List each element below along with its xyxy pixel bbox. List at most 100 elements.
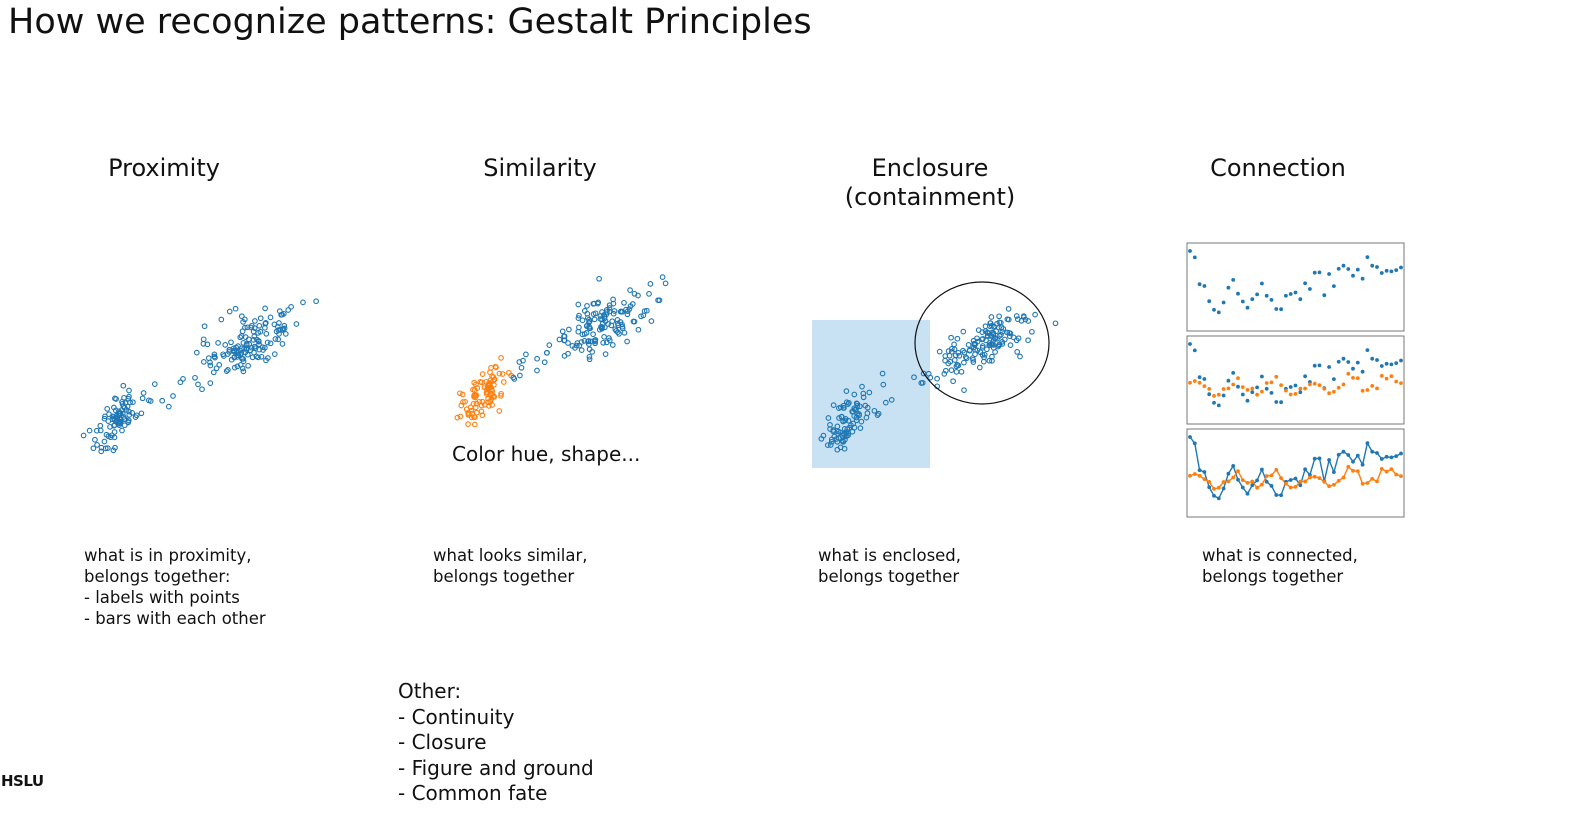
scatter-point — [479, 371, 486, 377]
scatter-point — [947, 358, 954, 365]
series-point — [1240, 392, 1245, 397]
scatter-point — [97, 422, 104, 429]
scatter-point — [951, 357, 958, 363]
series-point — [1260, 374, 1264, 379]
series-point — [1192, 441, 1197, 446]
scatter-point — [586, 356, 593, 363]
series-point — [1221, 480, 1226, 484]
other-item-continuity: - Continuity — [398, 704, 515, 729]
series-point — [1303, 479, 1307, 484]
series-point — [1332, 470, 1336, 474]
scatter-point — [237, 362, 244, 368]
scatter-point — [240, 358, 247, 365]
scatter-point — [911, 374, 917, 381]
scatter-point — [259, 344, 266, 351]
caption-connection-line2: belongs together — [1202, 567, 1344, 586]
scatter-point — [617, 319, 624, 325]
scatter-point — [271, 351, 278, 357]
series-point — [1370, 477, 1375, 481]
scatter-point — [837, 404, 844, 411]
scatter-point — [520, 357, 526, 364]
scatter-point — [238, 313, 245, 320]
scatter-point — [106, 411, 112, 418]
hslu-logo: HSLU — [1, 772, 44, 790]
series-point — [1269, 391, 1274, 395]
scatter-point — [256, 341, 262, 347]
scatter-point — [659, 274, 666, 280]
scatter-point — [601, 324, 608, 331]
series-point — [1298, 483, 1303, 488]
series-point — [1317, 476, 1322, 480]
series-point — [1212, 493, 1216, 498]
series-point — [1236, 291, 1240, 296]
scatter-point — [986, 342, 993, 349]
scatter-point — [856, 403, 863, 410]
scatter-point — [478, 402, 485, 409]
series-point — [1231, 382, 1236, 387]
scatter-point — [471, 393, 477, 400]
scatter-point — [599, 324, 605, 331]
series-point — [1250, 479, 1255, 484]
heading-enclosure-line1: Enclosure — [871, 154, 989, 182]
series-point — [1370, 384, 1375, 388]
scatter-point — [491, 376, 498, 383]
proximity-scatter — [80, 298, 319, 455]
series-point — [1351, 376, 1355, 380]
series-point — [1327, 272, 1331, 276]
scatter-point — [860, 394, 867, 401]
scatter-point — [471, 421, 478, 428]
scatter-point — [948, 367, 955, 373]
scatter-point — [825, 415, 832, 421]
scatter-point — [534, 355, 540, 362]
series-point — [1298, 479, 1303, 484]
series-point — [1212, 487, 1216, 491]
other-principles: Other: - Continuity - Closure - Figure a… — [398, 679, 594, 807]
series-point — [1274, 467, 1279, 472]
scatter-point — [111, 429, 118, 435]
series-point — [1365, 481, 1370, 485]
scatter-point — [970, 359, 977, 365]
scatter-point — [942, 353, 949, 359]
scatter-point — [92, 436, 98, 443]
series-point — [1274, 493, 1279, 497]
scatter-point — [257, 315, 264, 322]
scatter-point — [619, 323, 626, 330]
scatter-point — [541, 359, 548, 366]
scatter-point — [1005, 306, 1012, 312]
scatter-point — [948, 348, 955, 355]
scatter-point — [111, 404, 117, 411]
scatter-point — [251, 325, 258, 331]
scatter-point — [559, 328, 566, 335]
series-point — [1317, 456, 1322, 461]
scatter-point — [843, 388, 850, 394]
series-point — [1360, 388, 1365, 393]
series-point — [1288, 385, 1293, 389]
scatter-point — [989, 358, 995, 364]
series-point — [1250, 483, 1255, 488]
scatter-point — [621, 329, 628, 336]
scatter-point — [493, 364, 499, 371]
scatter-point — [575, 301, 582, 308]
scatter-point — [288, 304, 294, 310]
scatter-point — [581, 338, 588, 344]
scatter-point — [211, 353, 218, 360]
scatter-point — [170, 393, 176, 399]
scatter-point — [953, 369, 960, 375]
scatter-point — [954, 335, 961, 342]
series-point — [1312, 363, 1317, 368]
series-point — [1375, 479, 1379, 484]
series-point — [1250, 390, 1255, 395]
scatter-point — [97, 427, 104, 434]
series-point — [1360, 481, 1365, 486]
series-point — [1327, 365, 1331, 369]
series-point — [1197, 473, 1202, 478]
series-point — [1394, 454, 1399, 458]
scatter-point — [635, 326, 642, 333]
series-point — [1399, 451, 1403, 456]
series-point — [1240, 299, 1245, 304]
scatter-point — [105, 418, 112, 424]
scatter-point — [995, 343, 1002, 350]
scatter-point — [586, 323, 592, 330]
series-point — [1341, 449, 1346, 454]
other-item-figure-ground: - Figure and ground — [398, 755, 594, 780]
